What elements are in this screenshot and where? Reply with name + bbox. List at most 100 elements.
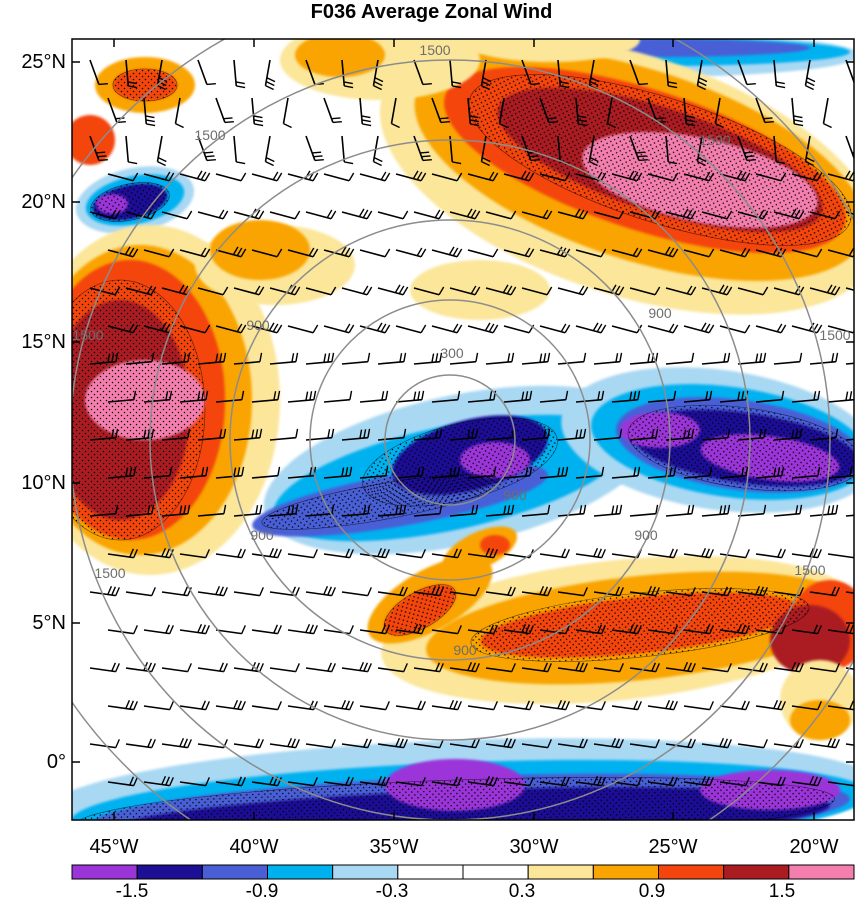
wind-barb xyxy=(827,781,854,787)
wind-barb-feather xyxy=(781,466,785,476)
wind-barb-feather xyxy=(241,777,246,786)
stipple-region xyxy=(383,584,457,636)
wind-barb xyxy=(467,325,494,334)
wind-barb xyxy=(719,474,746,479)
wind-barb-feather xyxy=(650,209,657,219)
wind-barb-feather xyxy=(205,155,215,158)
wind-barb xyxy=(719,173,746,182)
wind-barb xyxy=(89,667,116,673)
wind-barb xyxy=(557,360,584,365)
wind-barb-feather xyxy=(151,739,156,748)
wind-barb-feather xyxy=(233,467,237,477)
wind-barb-feather xyxy=(773,699,779,709)
lat-label-15n: 15°N xyxy=(21,331,66,353)
wind-barb xyxy=(557,667,584,673)
wind-barb-feather xyxy=(277,390,281,400)
wind-barb-feather xyxy=(381,776,387,786)
wind-barb-feather xyxy=(326,209,333,219)
wind-barb-feather xyxy=(259,504,263,514)
wind-barb xyxy=(413,436,440,441)
wind-barb-feather xyxy=(403,587,408,596)
wind-barb-feather xyxy=(449,467,453,477)
wind-barb-feather xyxy=(344,85,354,89)
wind-barb xyxy=(737,591,764,597)
wind-barb-feather xyxy=(421,701,426,710)
wind-barb xyxy=(107,249,134,258)
wind-barb xyxy=(755,173,782,182)
wind-barb-feather xyxy=(781,625,786,634)
wind-barb-feather xyxy=(295,739,300,748)
wind-barb-feather xyxy=(489,624,495,634)
wind-barb-feather xyxy=(223,117,233,120)
wind-barb xyxy=(629,743,656,749)
wind-barb-feather xyxy=(816,248,823,258)
wind-barb-feather xyxy=(776,323,783,333)
wind-barb-feather xyxy=(452,247,459,257)
range-ring-label: 900 xyxy=(250,527,274,543)
wind-barb-feather xyxy=(525,624,531,634)
wind-barb xyxy=(179,553,206,559)
wind-barb-feather xyxy=(690,210,697,220)
wind-barb-feather xyxy=(597,624,603,634)
wind-barb-feather xyxy=(206,159,216,162)
wind-barb xyxy=(390,97,397,124)
wind-barb-feather xyxy=(719,505,723,515)
wind-barb xyxy=(323,781,350,787)
wind-barb xyxy=(701,360,728,365)
wind-barb xyxy=(107,705,134,711)
wind-barb xyxy=(282,97,289,124)
wind-barb-feather xyxy=(673,625,678,634)
wind-barb-feather xyxy=(511,504,515,514)
wind-barb xyxy=(503,781,530,787)
wind-barb xyxy=(809,287,836,296)
wind-barb-feather xyxy=(687,429,691,439)
wind-barb-feather xyxy=(201,624,207,634)
wind-barb-feather xyxy=(502,284,509,294)
wind-barb xyxy=(647,474,674,479)
wind-barb xyxy=(449,743,476,749)
range-ring xyxy=(309,299,591,581)
wind-barb xyxy=(341,211,368,220)
wind-barb-feather xyxy=(849,467,853,477)
wind-barb xyxy=(683,474,710,479)
wind-barb-feather xyxy=(223,504,227,514)
wind-barb-feather xyxy=(161,547,167,557)
wind-barb-feather xyxy=(636,248,643,258)
wind-barb xyxy=(377,667,404,673)
wind-barb xyxy=(593,512,620,517)
wind-barb-feather xyxy=(331,117,341,120)
wind-barb-feather xyxy=(525,391,529,401)
wind-barb-feather xyxy=(204,151,214,154)
wind-barb xyxy=(107,97,118,123)
wind-barb xyxy=(737,360,764,365)
wind-barb-feather xyxy=(128,247,135,257)
wind-barb-feather xyxy=(219,353,223,363)
wind-barb-feather xyxy=(529,390,533,400)
wind-barb xyxy=(372,59,379,86)
wind-barb-feather xyxy=(255,738,261,748)
wind-barb-feather xyxy=(561,776,567,786)
wind-barb xyxy=(323,173,350,182)
wind-barb-feather xyxy=(349,390,353,400)
wind-barb-feather xyxy=(399,738,405,748)
wind-barb-feather xyxy=(831,586,837,596)
wind-barb xyxy=(719,249,746,258)
lat-label-5n: 5°N xyxy=(32,612,66,634)
wind-barb-feather xyxy=(763,352,767,362)
wind-barb-feather xyxy=(434,209,441,219)
wind-barb-feather xyxy=(313,625,318,634)
wind-barb-feather xyxy=(547,587,552,596)
wind-barb-feather xyxy=(413,391,417,401)
wind-barb xyxy=(557,436,584,441)
wind-barb-feather xyxy=(745,701,750,710)
wind-barb-feather xyxy=(373,81,383,87)
wind-barb xyxy=(647,781,674,787)
wind-barb-feather xyxy=(399,586,405,596)
wind-barb-feather xyxy=(345,467,349,477)
wind-barb-feather xyxy=(638,159,648,162)
wind-barb-feather xyxy=(813,624,819,634)
wind-barb-feather xyxy=(574,208,581,218)
wind-barb-feather xyxy=(187,504,191,514)
wind-barb-feather xyxy=(215,585,221,595)
